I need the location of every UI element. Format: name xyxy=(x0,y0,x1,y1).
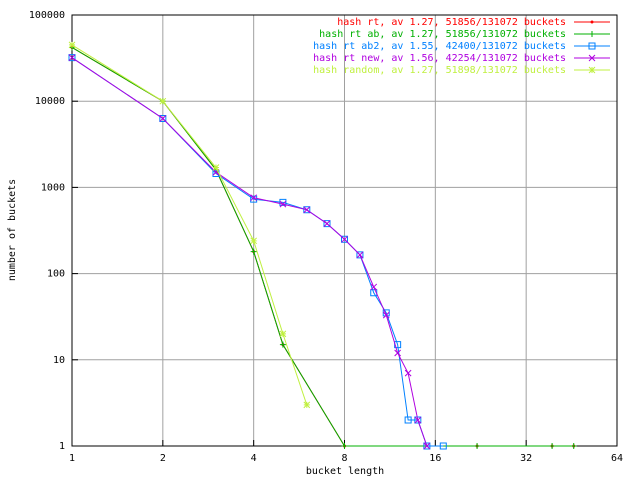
point xyxy=(439,442,447,450)
point xyxy=(250,248,257,255)
point xyxy=(279,200,287,208)
point xyxy=(356,251,364,259)
point xyxy=(394,341,402,349)
point xyxy=(303,206,311,214)
point xyxy=(589,31,595,37)
point xyxy=(341,443,348,449)
y-tick-label: 1000 xyxy=(41,182,65,193)
point xyxy=(279,341,286,348)
point xyxy=(212,164,220,171)
point xyxy=(404,369,412,377)
point xyxy=(549,443,556,449)
point xyxy=(423,442,431,450)
point xyxy=(570,443,577,449)
legend-label: hash rt, av 1.27, 51856/131072 buckets xyxy=(337,17,566,28)
x-tick-label: 8 xyxy=(341,453,347,464)
x-tick-label: 16 xyxy=(429,453,441,464)
point xyxy=(414,416,422,424)
y-tick-label: 1 xyxy=(59,441,65,452)
point xyxy=(588,66,596,74)
point xyxy=(382,309,390,317)
point xyxy=(588,42,596,50)
point xyxy=(404,416,412,424)
point xyxy=(68,41,76,49)
y-tick-label: 100 xyxy=(47,269,65,280)
point xyxy=(394,349,401,357)
x-tick-label: 64 xyxy=(611,453,623,464)
series-line xyxy=(71,44,308,406)
point xyxy=(303,401,311,409)
x-tick-label: 2 xyxy=(160,453,166,464)
point xyxy=(159,115,167,122)
point xyxy=(250,194,258,202)
x-tick-label: 32 xyxy=(520,453,532,464)
point xyxy=(588,54,596,62)
point xyxy=(68,54,76,62)
point xyxy=(341,235,348,243)
point xyxy=(68,54,76,62)
legend-label: hash random, av 1.27, 51898/131072 bucke… xyxy=(313,65,566,76)
legend-label: hash rt new, av 1.56, 42254/131072 bucke… xyxy=(313,53,566,64)
point xyxy=(159,97,167,105)
point xyxy=(474,443,481,449)
point xyxy=(250,237,258,245)
point xyxy=(414,416,422,424)
legend-label: hash rt ab2, av 1.55, 42400/131072 bucke… xyxy=(313,41,566,52)
point xyxy=(370,283,378,291)
point xyxy=(356,251,364,259)
y-tick-label: 10 xyxy=(53,355,65,366)
x-tick-label: 4 xyxy=(251,453,257,464)
legend-label: hash rt ab, av 1.27, 51856/131072 bucket… xyxy=(319,29,566,40)
x-axis-label: bucket length xyxy=(306,466,384,477)
y-tick-label: 100000 xyxy=(29,10,65,21)
y-tick-label: 10000 xyxy=(35,96,65,107)
point xyxy=(382,311,390,319)
point xyxy=(279,330,287,338)
point xyxy=(590,20,594,24)
x-tick-label: 1 xyxy=(69,453,75,464)
y-axis-label: number of buckets xyxy=(7,179,18,281)
point xyxy=(303,206,311,214)
point xyxy=(323,220,331,227)
point xyxy=(423,442,431,450)
